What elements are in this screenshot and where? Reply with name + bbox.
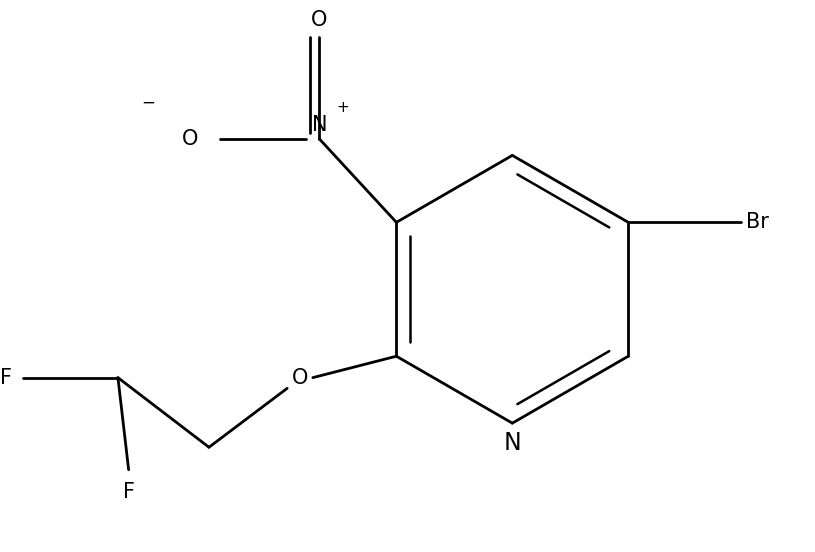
Text: N: N (311, 114, 327, 135)
Text: O: O (311, 9, 328, 30)
Text: F: F (122, 481, 134, 502)
Text: N: N (504, 431, 522, 455)
Text: O: O (292, 368, 308, 388)
Text: +: + (337, 100, 349, 115)
Text: O: O (182, 129, 198, 149)
Text: −: − (141, 94, 155, 112)
Text: Br: Br (746, 213, 769, 232)
Text: F: F (0, 368, 12, 388)
